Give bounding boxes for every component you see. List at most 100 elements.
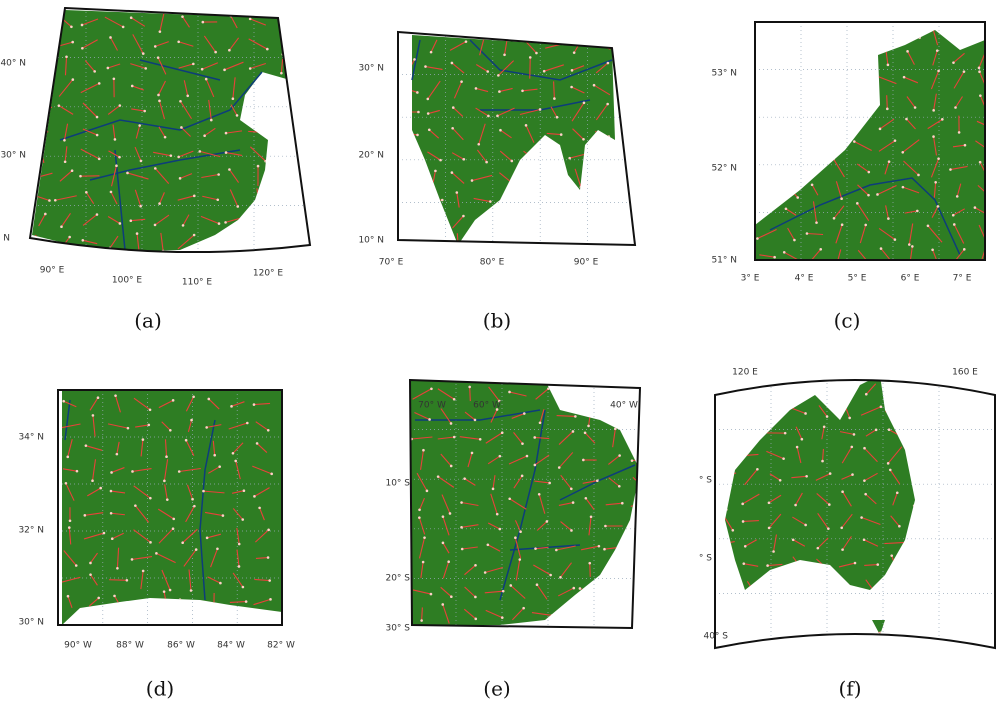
wind-head [166, 498, 169, 501]
wind-arrow [299, 43, 313, 46]
wind-head [253, 495, 256, 498]
wind-head [31, 112, 34, 115]
wind-head [241, 518, 244, 521]
wind-head [934, 181, 937, 184]
wind-head [784, 432, 787, 435]
lat-label: 51° N [711, 256, 737, 266]
wind-head [937, 205, 940, 208]
wind-head [44, 213, 47, 216]
wind-head [898, 525, 901, 528]
wind-head [570, 487, 573, 490]
wind-arrow [36, 61, 49, 71]
wind-head [963, 70, 966, 73]
wind-head [163, 480, 166, 483]
wind-head [426, 490, 429, 493]
wind-arrow [634, 604, 643, 623]
wind-head [979, 94, 982, 97]
wind-head [471, 452, 474, 455]
wind-head [916, 210, 919, 213]
wind-head [571, 69, 574, 72]
wind-arrow [41, 78, 44, 98]
wind-head [232, 97, 235, 100]
wind-head [641, 530, 644, 533]
wind-head [638, 541, 641, 544]
wind-head [93, 70, 96, 73]
wind-head [573, 51, 576, 54]
wind-head [860, 516, 863, 519]
wind-head [39, 96, 42, 99]
wind-head [555, 549, 558, 552]
wind-head [420, 619, 423, 622]
lon-label: 40° W [610, 401, 638, 411]
wind-head [426, 98, 429, 101]
wind-head [48, 199, 51, 202]
wind-head [642, 485, 645, 488]
wind-head [643, 413, 646, 416]
wind-head [58, 104, 61, 107]
wind-head [138, 124, 141, 127]
wind-head [756, 468, 759, 471]
wind-head [114, 138, 117, 141]
wind-head [468, 386, 471, 389]
wind-head [267, 429, 270, 432]
wind-head [179, 177, 182, 180]
wind-head [794, 504, 797, 507]
wind-head [914, 106, 917, 109]
wind-head [205, 426, 208, 429]
wind-head [894, 238, 897, 241]
wind-head [228, 49, 231, 52]
wind-head [956, 195, 959, 198]
wind-head [785, 207, 788, 210]
wind-head [450, 465, 453, 468]
wind-arrow [620, 40, 631, 51]
wind-head [742, 520, 745, 523]
wind-arrow [300, 123, 311, 141]
wind-head [932, 109, 935, 112]
wind-head [501, 616, 504, 619]
lat-label: 20° S [385, 574, 410, 584]
wind-head [823, 426, 826, 429]
wind-head [536, 583, 539, 586]
wind-head [97, 396, 100, 399]
wind-head [158, 100, 161, 103]
wind-head [782, 457, 785, 460]
wind-head [103, 532, 106, 535]
wind-head [894, 636, 897, 639]
wind-head [489, 200, 492, 203]
wind-head [214, 51, 217, 54]
wind-head [219, 582, 222, 585]
wind-head [113, 77, 116, 80]
wind-head [937, 70, 940, 73]
wind-head [978, 67, 981, 70]
lon-label: 120 E [732, 368, 758, 378]
wind-arrow [297, 82, 316, 94]
wind-head [434, 170, 437, 173]
wind-head [603, 548, 606, 551]
wind-head [526, 455, 529, 458]
map-panel [715, 375, 1000, 648]
wind-head [217, 173, 220, 176]
wind-head [783, 251, 786, 254]
wind-head [863, 538, 866, 541]
wind-head [535, 52, 538, 55]
wind-head [60, 225, 63, 228]
wind-head [853, 433, 856, 436]
wind-head [462, 215, 465, 218]
wind-head [521, 90, 524, 93]
map-panel [410, 380, 648, 628]
wind-head [471, 179, 474, 182]
wind-head [604, 525, 607, 528]
wind-head [81, 24, 84, 27]
wind-head [85, 444, 88, 447]
lon-label: 84° W [217, 641, 245, 651]
wind-head [122, 26, 125, 29]
wind-head [157, 56, 160, 59]
wind-head [460, 80, 463, 83]
wind-head [557, 247, 560, 250]
wind-head [225, 151, 228, 154]
wind-head [744, 545, 747, 548]
wind-head [417, 111, 420, 114]
wind-head [110, 191, 113, 194]
wind-head [496, 513, 499, 516]
lat-label: 52° N [711, 164, 737, 174]
